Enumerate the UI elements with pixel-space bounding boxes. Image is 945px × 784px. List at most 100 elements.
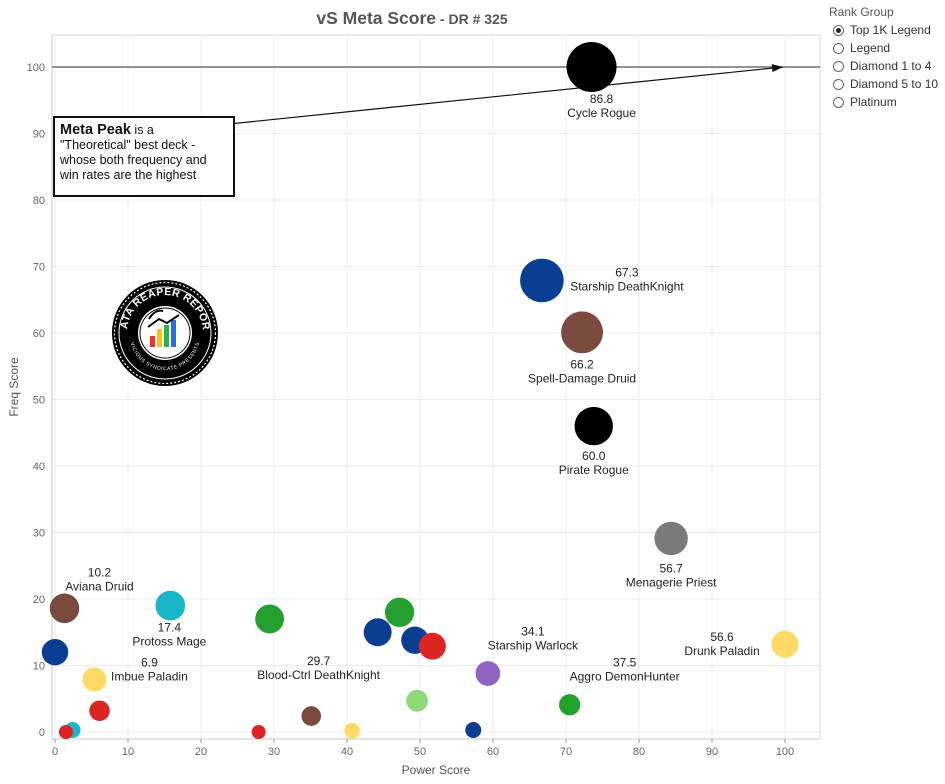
legend-option[interactable]: Legend [829,39,945,57]
meta-peak-arrow [233,66,784,125]
data-label-name: Spell-Damage Druid [528,371,636,385]
radio-icon[interactable] [833,24,844,36]
data-label-value: 56.7 [659,561,683,575]
chart-title: vS Meta Score - DR # 325 [316,8,507,28]
data-label-value: 60.0 [582,449,606,463]
data-point [301,706,322,726]
y-tick-label: 100 [27,62,45,74]
data-point [465,722,482,738]
data-label-value: 37.5 [613,656,637,670]
legend-option-label: Legend [850,41,891,55]
data-point [566,42,617,92]
legend-title: Rank Group [829,5,894,19]
axes: 0 10 20 30 40 50 60 70 80 90 100 0 10 20 30 40 50 60 70 80 9… [7,35,820,777]
meta-peak-annotation: Meta Peak is a "Theoretical" best deck -… [53,116,235,197]
radio-icon[interactable] [833,96,844,108]
data-label-value: 86.8 [590,92,614,106]
data-point [363,618,392,647]
y-tick-label: 0 [39,727,45,739]
data-point [384,597,415,627]
data-point [89,700,110,721]
annotation-title: Meta Peak [60,122,131,138]
data-point [561,311,604,354]
data-point [41,638,69,666]
data-point [255,604,285,634]
data-label-name: Starship Warlock [488,638,579,652]
radio-icon[interactable] [833,60,844,72]
data-point [251,725,266,739]
y-tick-label: 60 [33,328,45,340]
data-label-value: 67.3 [615,265,639,279]
legend-option[interactable]: Top 1K Legend [829,21,945,39]
x-tick-label: 0 [52,746,58,758]
x-tick-label: 50 [414,746,426,758]
data-point [559,694,581,716]
legend-option-label: Diamond 1 to 4 [850,59,932,73]
data-point [771,630,799,658]
data-label-value: 56.6 [710,630,734,644]
data-point [155,590,186,621]
data-point [520,258,564,303]
data-point [418,632,446,660]
chart-title-main: vS Meta Score [316,8,436,28]
data-point [654,521,688,556]
annotation-text: is a "Theoretical" best deck - whose bot… [60,123,207,182]
legend-option[interactable]: Diamond 5 to 10 [829,75,945,93]
x-tick-label: 100 [776,746,794,758]
legend-option-label: Platinum [850,95,897,109]
data-label-value: 66.2 [570,357,594,371]
y-tick-label: 40 [33,461,45,473]
y-tick-label: 20 [33,594,45,606]
data-point [58,725,73,739]
data-point [82,667,107,692]
data-label-name: Blood-Ctrl DeathKnight [257,668,380,682]
x-tick-label: 30 [268,746,280,758]
legend-option[interactable]: Platinum [829,93,945,111]
data-label-value: 17.4 [158,621,182,635]
reference-lines [52,64,820,125]
meta-peak-arrowhead [771,64,783,73]
data-label-name: Pirate Rogue [559,463,629,477]
data-label-value: 10.2 [88,565,112,579]
x-tick-label: 10 [122,746,134,758]
x-tick-label: 40 [341,746,353,758]
data-points [41,42,799,739]
data-label-name: Cycle Rogue [567,106,636,120]
data-label-name: Aviana Druid [65,579,133,593]
y-tick-label: 80 [33,195,45,207]
data-point [574,406,613,446]
data-point [49,593,80,624]
legend-items: Top 1K Legend Legend Diamond 1 to 4 Diamond… [829,21,945,111]
radio-icon[interactable] [833,78,844,90]
data-point [344,722,360,739]
data-label-name: Menagerie Priest [626,575,717,589]
x-tick-label: 90 [706,746,718,758]
y-tick-label: 70 [33,262,45,274]
data-label-name: Starship DeathKnight [570,279,684,293]
data-point [475,661,501,686]
x-tick-label: 80 [633,746,645,758]
data-label-name: Protoss Mage [132,635,206,649]
data-label-name: Drunk Paladin [684,644,759,658]
legend-option-label: Top 1K Legend [850,23,931,37]
y-tick-label: 50 [33,395,45,407]
data-label-name: Imbue Paladin [111,669,188,683]
legend-option[interactable]: Diamond 1 to 4 [829,57,945,75]
y-tick-label: 30 [33,528,45,540]
data-label-name: Aggro DemonHunter [570,670,680,684]
x-tick-label: 70 [560,746,572,758]
radio-icon[interactable] [833,42,844,54]
y-tick-label: 90 [33,129,45,141]
x-tick-label: 60 [487,746,499,758]
x-axis-label: Power Score [402,763,471,777]
y-axis-label: Freq Score [7,357,21,417]
data-reaper-report-logo: DATA REAPER REPORT VICIOUS SYNDICATE PRE… [111,279,218,386]
y-tick-label: 10 [33,661,45,673]
legend-option-label: Diamond 5 to 10 [850,77,939,91]
x-tick-label: 20 [195,746,207,758]
data-label-value: 29.7 [307,654,331,668]
chart-title-sub: - DR # 325 [436,11,508,27]
rank-group-legend: Rank Group Top 1K Legend Legend Diamond 1 … [829,3,945,111]
